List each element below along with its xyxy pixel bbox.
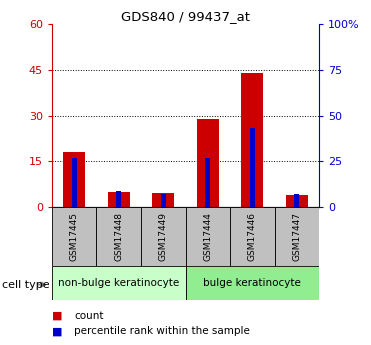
Bar bbox=[197, 119, 219, 207]
Bar bbox=[161, 194, 166, 207]
Bar bbox=[186, 266, 319, 300]
Bar bbox=[96, 207, 141, 266]
Bar bbox=[250, 128, 255, 207]
Bar bbox=[72, 158, 77, 207]
Text: count: count bbox=[74, 311, 104, 321]
Title: GDS840 / 99437_at: GDS840 / 99437_at bbox=[121, 10, 250, 23]
Bar bbox=[52, 207, 96, 266]
Text: ■: ■ bbox=[52, 326, 62, 336]
Text: percentile rank within the sample: percentile rank within the sample bbox=[74, 326, 250, 336]
Bar bbox=[108, 192, 130, 207]
Text: GSM17444: GSM17444 bbox=[203, 212, 212, 261]
Text: GSM17448: GSM17448 bbox=[114, 212, 123, 261]
Bar bbox=[241, 73, 263, 207]
Bar bbox=[205, 158, 210, 207]
Bar bbox=[186, 207, 230, 266]
Text: GSM17447: GSM17447 bbox=[292, 212, 301, 261]
Text: GSM17446: GSM17446 bbox=[248, 212, 257, 261]
Text: non-bulge keratinocyte: non-bulge keratinocyte bbox=[58, 278, 179, 288]
Bar bbox=[275, 207, 319, 266]
Text: bulge keratinocyte: bulge keratinocyte bbox=[203, 278, 301, 288]
Text: GSM17449: GSM17449 bbox=[159, 212, 168, 261]
Bar bbox=[152, 193, 174, 207]
Bar bbox=[116, 190, 121, 207]
Bar bbox=[52, 266, 186, 300]
Bar bbox=[141, 207, 186, 266]
Bar bbox=[230, 207, 275, 266]
Bar bbox=[286, 195, 308, 207]
Text: cell type: cell type bbox=[2, 280, 49, 289]
Text: GSM17445: GSM17445 bbox=[70, 212, 79, 261]
Bar bbox=[294, 194, 299, 207]
Text: ■: ■ bbox=[52, 311, 62, 321]
Bar bbox=[63, 152, 85, 207]
